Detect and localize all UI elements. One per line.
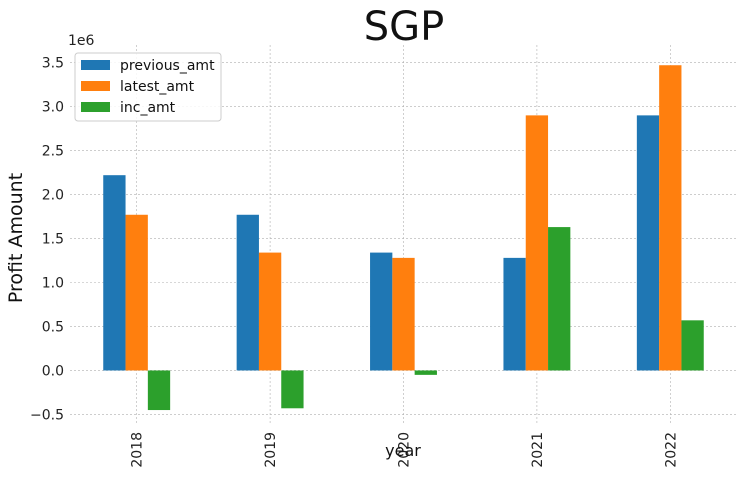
- bar-latest_amt-2021: [525, 115, 549, 371]
- bar-latest_amt-2022: [659, 65, 682, 371]
- legend-label-latest_amt: latest_amt: [120, 79, 195, 95]
- y-tick-label: 3.5: [42, 56, 64, 72]
- bar-inc_amt-2022: [681, 320, 704, 371]
- y-axis-label: Profit Amount: [5, 173, 27, 303]
- bar-previous_amt-2020: [370, 252, 393, 371]
- y-tick-label: 1.5: [42, 232, 64, 248]
- bar-latest_amt-2019: [258, 252, 282, 371]
- y-tick-label: 2.0: [42, 188, 64, 204]
- bar-inc_amt-2018: [147, 370, 171, 411]
- legend: previous_amt latest_amt inc_amt: [74, 52, 222, 122]
- legend-swatch-latest_amt: [81, 81, 110, 91]
- bar-previous_amt-2018: [103, 175, 126, 371]
- y-tick-label: 3.0: [42, 100, 64, 116]
- legend-swatch-previous_amt: [81, 60, 110, 70]
- x-tick-label: 2018: [130, 432, 146, 468]
- bar-inc_amt-2020: [414, 370, 437, 375]
- bar-previous_amt-2021: [503, 257, 526, 371]
- legend-label-previous_amt: previous_amt: [120, 58, 215, 74]
- y-tick-label: 2.5: [42, 144, 64, 160]
- tick-layer: −0.5 0.0 0.5 1.0 1.5 2.0 2.5 3.0 3.5 2018 2019 2020…: [30, 56, 679, 468]
- legend-label-inc_amt: inc_amt: [120, 100, 176, 116]
- bar-inc_amt-2021: [548, 227, 571, 371]
- bar-previous_amt-2019: [236, 214, 259, 371]
- legend-frame: [74, 52, 222, 122]
- bar-layer: [103, 65, 704, 411]
- y-offset-label: 1e6: [68, 33, 95, 49]
- bar-previous_amt-2022: [636, 115, 660, 371]
- y-tick-label: 0.5: [42, 319, 64, 335]
- x-tick-label: 2019: [263, 432, 279, 468]
- y-tick-label: 1.0: [42, 276, 64, 292]
- x-tick-label: 2020: [397, 432, 413, 468]
- bar-latest_amt-2018: [125, 214, 148, 371]
- chart-title: SGP: [364, 4, 445, 50]
- legend-swatch-inc_amt: [81, 102, 110, 112]
- x-tick-label: 2021: [530, 432, 546, 468]
- y-tick-label: 0.0: [42, 363, 64, 379]
- bar-latest_amt-2020: [392, 257, 415, 371]
- x-tick-label: 2022: [663, 432, 679, 468]
- x-axis-label: year: [385, 441, 421, 460]
- bar-inc_amt-2019: [281, 370, 304, 409]
- y-tick-label: −0.5: [30, 407, 64, 423]
